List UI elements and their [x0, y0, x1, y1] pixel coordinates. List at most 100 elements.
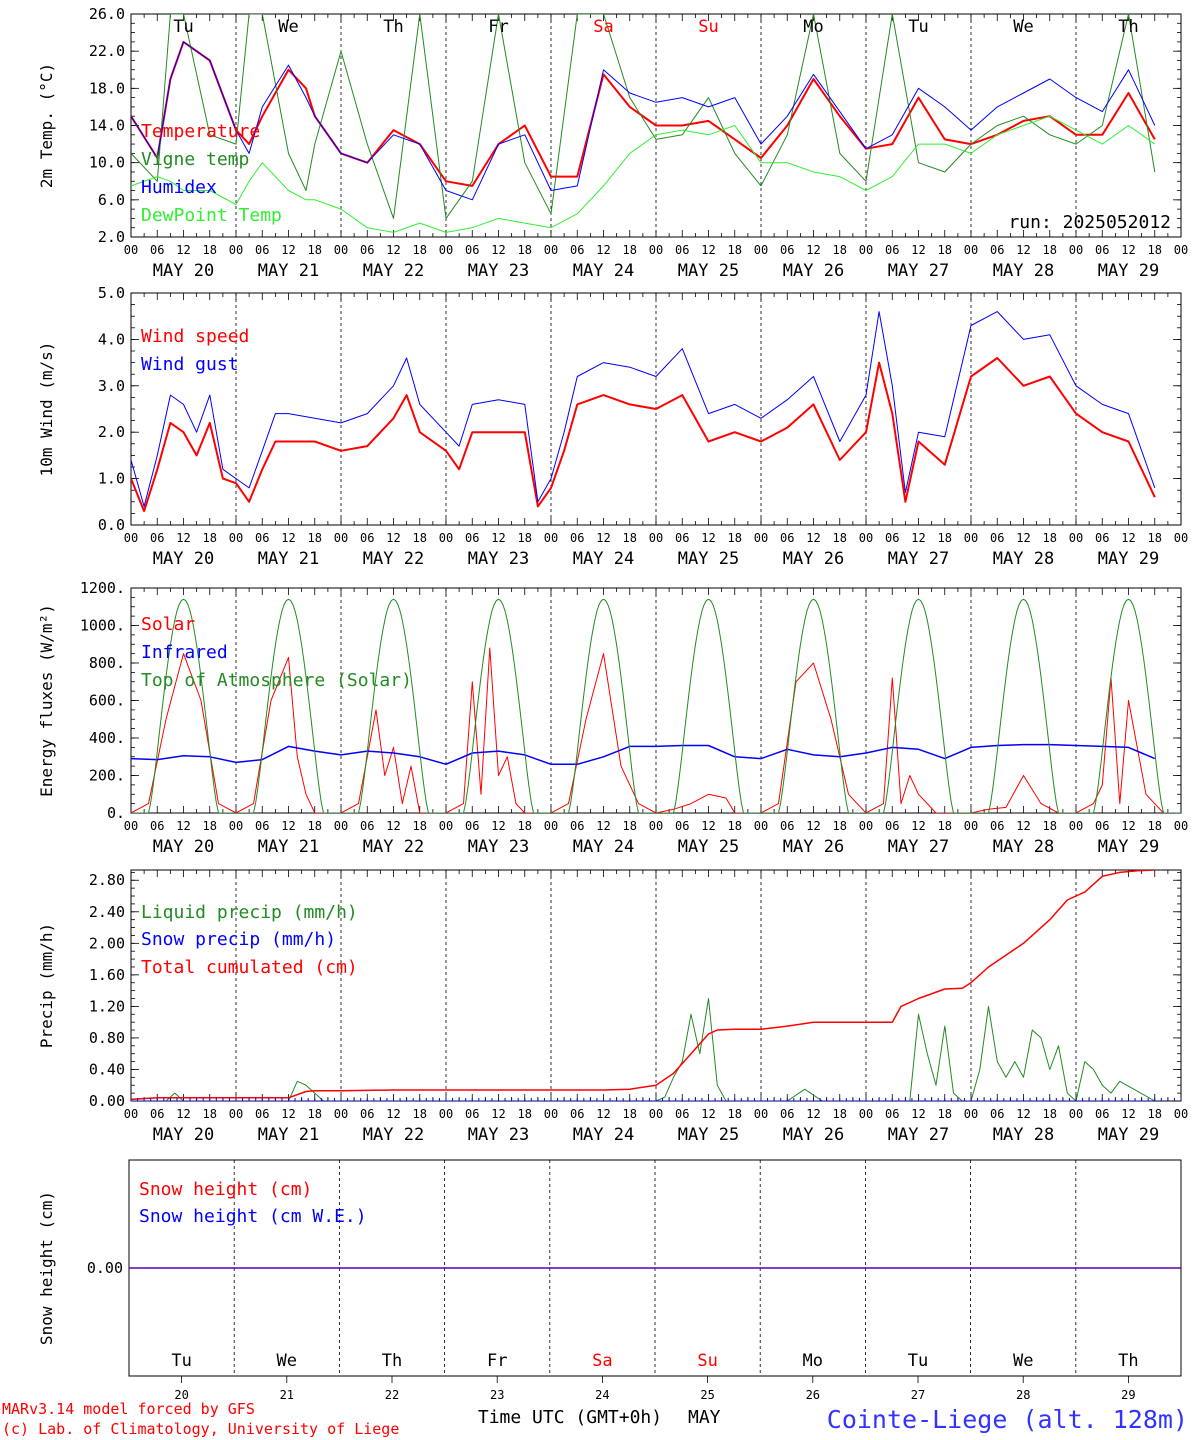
hour-tick-label: 06: [990, 819, 1004, 833]
hour-tick-label: 00: [859, 1107, 873, 1121]
y-tick-label: 0.00: [89, 1092, 125, 1110]
hour-tick-label: 06: [780, 243, 794, 257]
panel-4: 00 06 12 18 MAY 20 00 06 12 18 MAY 21 00 06 12 18 MAY …: [37, 869, 1188, 1145]
hour-tick-label: 00: [964, 1107, 978, 1121]
hour-tick-label: 06: [570, 531, 584, 545]
date-label: MAY 21: [258, 1125, 319, 1145]
hour-tick-label: 00: [334, 819, 348, 833]
hour-tick-label: 06: [570, 1107, 584, 1121]
hour-tick-label: 12: [911, 819, 925, 833]
y-tick-label: 22.0: [89, 42, 125, 60]
hour-tick-label: 06: [1095, 1107, 1109, 1121]
hour-tick-label: 18: [623, 1107, 637, 1121]
date-label: MAY 22: [363, 261, 424, 281]
date-label: MAY 23: [468, 261, 529, 281]
hour-tick-label: 06: [570, 819, 584, 833]
hour-tick-label: 12: [1121, 531, 1135, 545]
hour-tick-label: 12: [806, 531, 820, 545]
hour-tick-label: 06: [990, 1107, 1004, 1121]
hour-tick-label: 00: [124, 243, 138, 257]
y-tick-label: 5.0: [98, 284, 125, 302]
date-label: MAY 22: [363, 837, 424, 857]
legend-entry: Snow height (cm): [139, 1179, 312, 1200]
y-axis-label: Energy fluxes (W/m²): [37, 604, 56, 797]
hour-tick-label: 00: [964, 819, 978, 833]
hour-tick-label: 00: [1174, 819, 1188, 833]
series-line-1: [131, 40, 1156, 187]
day-number-label: 29: [1121, 1388, 1135, 1402]
hour-tick-label: 12: [176, 1107, 190, 1121]
hour-tick-label: 18: [1043, 243, 1057, 257]
date-label: MAY 28: [993, 1125, 1054, 1145]
hour-tick-label: 06: [360, 531, 374, 545]
hour-tick-label: 00: [439, 819, 453, 833]
hour-tick-label: 18: [728, 531, 742, 545]
hour-tick-label: 00: [754, 243, 768, 257]
date-label: MAY 28: [993, 837, 1054, 857]
hour-tick-label: 06: [255, 819, 269, 833]
hour-tick-label: 18: [728, 1107, 742, 1121]
day-number-label: 23: [490, 1388, 504, 1402]
date-label: MAY 27: [888, 837, 949, 857]
hour-tick-label: 18: [518, 531, 532, 545]
panel-2: 00 06 12 18 MAY 20 00 06 12 18 MAY 21 00 06 12 18 MAY …: [37, 284, 1188, 569]
hour-tick-label: 06: [885, 243, 899, 257]
series-group: [131, 311, 1156, 513]
weekday-label: Sa: [592, 1351, 612, 1371]
y-axis-label: 2m Temp. (°C): [37, 63, 56, 188]
hour-tick-label: 00: [649, 1107, 663, 1121]
hour-tick-label: 00: [229, 243, 243, 257]
hour-tick-label: 00: [754, 531, 768, 545]
hour-tick-label: 06: [150, 1107, 164, 1121]
hour-tick-label: 18: [1148, 1107, 1162, 1121]
y-tick-label: 600.: [89, 692, 125, 710]
hour-tick-label: 12: [1016, 531, 1030, 545]
hour-tick-label: 18: [833, 243, 847, 257]
series-line-1: [131, 998, 1156, 1101]
y-tick-label: 1000.: [80, 617, 125, 635]
date-label: MAY 20: [153, 1125, 214, 1145]
y-tick-label: 0.: [107, 804, 125, 822]
hour-tick-label: 18: [1043, 819, 1057, 833]
y-axis-label: Snow height (cm): [37, 1191, 56, 1345]
hour-tick-label: 06: [255, 531, 269, 545]
x-axis-month: MAY: [688, 1407, 721, 1428]
hour-tick-label: 00: [334, 1107, 348, 1121]
date-label: MAY 28: [993, 549, 1054, 569]
hour-tick-label: 12: [1121, 819, 1135, 833]
hour-tick-label: 18: [728, 243, 742, 257]
hour-tick-label: 00: [544, 819, 558, 833]
hour-tick-label: 00: [229, 819, 243, 833]
date-label: MAY 23: [468, 837, 529, 857]
hour-tick-label: 18: [938, 531, 952, 545]
hour-tick-label: 00: [1174, 531, 1188, 545]
date-label: MAY 24: [573, 837, 634, 857]
hour-tick-label: 12: [701, 819, 715, 833]
hour-tick-label: 18: [203, 531, 217, 545]
y-tick-label: 1.0: [98, 470, 125, 488]
hour-tick-label: 06: [570, 243, 584, 257]
day-number-label: 27: [911, 1388, 925, 1402]
weekday-label: Tu: [171, 1351, 191, 1371]
hour-tick-label: 06: [885, 531, 899, 545]
hour-tick-label: 00: [859, 531, 873, 545]
weekday-label: Tu: [908, 1351, 928, 1371]
hour-tick-label: 06: [675, 819, 689, 833]
date-label: MAY 26: [783, 261, 844, 281]
hour-tick-label: 00: [649, 819, 663, 833]
weekday-label: We: [278, 17, 298, 37]
weekday-label: Th: [1118, 17, 1138, 37]
y-axis-label: Precip (mm/h): [37, 923, 56, 1048]
weekday-label: Mo: [803, 1351, 823, 1371]
hour-tick-label: 00: [544, 243, 558, 257]
hour-tick-label: 12: [491, 243, 505, 257]
hour-tick-label: 06: [675, 531, 689, 545]
date-label: MAY 28: [993, 261, 1054, 281]
legend-entry: Infrared: [141, 642, 228, 663]
series-line-2: [131, 743, 1156, 766]
day-number-label: 24: [595, 1388, 609, 1402]
hour-tick-label: 06: [360, 819, 374, 833]
hour-tick-label: 00: [544, 1107, 558, 1121]
y-tick-label: 3.0: [98, 377, 125, 395]
hour-tick-label: 00: [964, 531, 978, 545]
